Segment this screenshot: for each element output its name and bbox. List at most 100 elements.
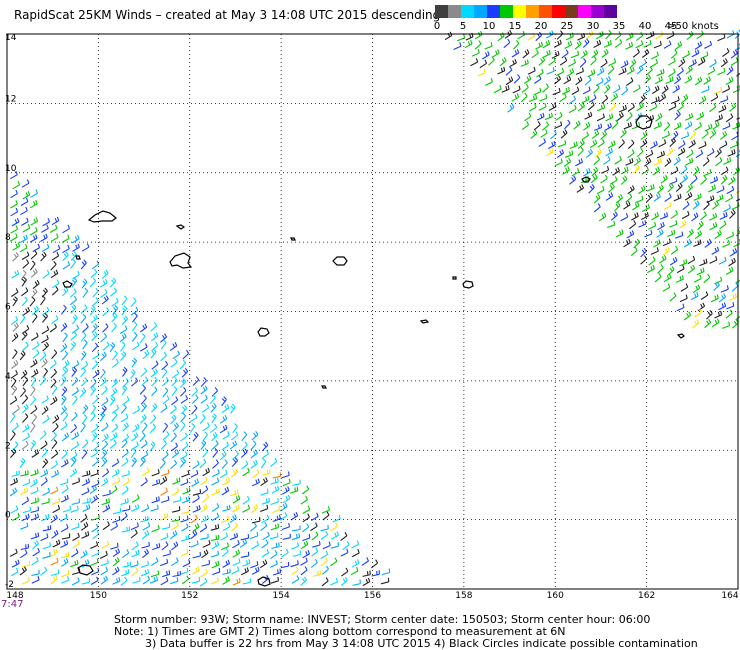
wind-barb bbox=[90, 404, 97, 415]
wind-barb bbox=[200, 515, 209, 523]
wind-barb bbox=[669, 177, 678, 185]
wind-barb bbox=[272, 514, 281, 523]
wind-barb bbox=[170, 414, 177, 425]
wind-barb bbox=[682, 50, 690, 59]
wind-barb bbox=[140, 450, 149, 460]
wind-barb bbox=[341, 567, 349, 577]
wind-barb bbox=[320, 557, 328, 566]
wind-barb bbox=[292, 479, 301, 486]
wind-barb bbox=[100, 288, 108, 298]
wind-barb bbox=[142, 549, 150, 559]
wind-barb bbox=[596, 67, 605, 76]
wind-barb bbox=[11, 269, 20, 279]
wind-barb bbox=[259, 559, 268, 569]
latitude-label: 2 bbox=[5, 441, 11, 451]
wind-barb bbox=[696, 267, 705, 276]
wind-barb bbox=[60, 540, 69, 548]
wind-barb bbox=[692, 284, 701, 294]
wind-barb bbox=[30, 486, 39, 495]
wind-barb bbox=[623, 238, 631, 248]
wind-barb bbox=[151, 479, 161, 487]
wind-barb bbox=[159, 476, 168, 485]
wind-barb bbox=[709, 212, 718, 221]
wind-barb bbox=[140, 568, 150, 577]
wind-barb bbox=[111, 404, 120, 414]
wind-barb bbox=[191, 478, 200, 487]
wind-barb bbox=[653, 121, 662, 130]
wind-barb bbox=[40, 477, 48, 487]
wind-barb bbox=[92, 369, 100, 379]
wind-barb bbox=[211, 488, 220, 496]
wind-barb bbox=[170, 432, 177, 443]
wind-barb bbox=[593, 84, 600, 94]
wind-barb bbox=[630, 246, 638, 257]
wind-barb bbox=[322, 541, 331, 550]
wind-barb bbox=[101, 433, 109, 443]
wind-barb bbox=[101, 397, 109, 407]
wind-barb bbox=[474, 30, 483, 40]
wind-barb bbox=[685, 65, 693, 75]
wind-barb bbox=[70, 304, 77, 314]
wind-barb bbox=[470, 58, 479, 67]
wind-barb bbox=[566, 68, 575, 77]
wind-barb bbox=[492, 49, 500, 58]
wind-barb bbox=[90, 385, 97, 396]
wind-barb bbox=[80, 259, 87, 270]
wind-barb bbox=[675, 275, 684, 283]
wind-barb bbox=[61, 367, 69, 377]
wind-barb bbox=[729, 209, 736, 219]
wind-barb bbox=[652, 166, 660, 176]
wind-barb bbox=[260, 477, 268, 487]
wind-barb bbox=[69, 451, 78, 461]
wind-barb bbox=[261, 449, 269, 459]
wind-barb bbox=[131, 567, 139, 577]
wind-barb bbox=[667, 183, 674, 193]
wind-barb bbox=[200, 394, 208, 404]
wind-barb bbox=[131, 541, 139, 551]
wind-barb bbox=[70, 258, 76, 269]
wind-barb bbox=[30, 497, 39, 505]
wind-barb bbox=[527, 32, 536, 41]
wind-barb bbox=[21, 424, 30, 433]
wind-barb bbox=[80, 367, 87, 378]
wind-barb bbox=[564, 40, 573, 49]
wind-barb bbox=[19, 243, 28, 253]
wind-barb bbox=[50, 557, 59, 566]
wind-barb bbox=[657, 221, 665, 231]
wind-barb bbox=[699, 211, 707, 221]
island-outline bbox=[175, 224, 186, 230]
wind-barb bbox=[60, 494, 69, 503]
wind-barb bbox=[41, 395, 49, 404]
wind-barb bbox=[61, 286, 69, 297]
wind-barb bbox=[102, 490, 111, 497]
wind-barb bbox=[140, 343, 148, 352]
wind-barb bbox=[209, 394, 216, 405]
wind-barb bbox=[221, 396, 227, 407]
wind-barb bbox=[22, 376, 29, 387]
wind-barb bbox=[523, 75, 532, 84]
wind-barb bbox=[242, 559, 251, 567]
wind-barb bbox=[121, 438, 128, 449]
wind-barb bbox=[576, 184, 584, 193]
wind-barb bbox=[69, 288, 77, 298]
wind-barb bbox=[131, 432, 139, 442]
wind-barb bbox=[60, 343, 68, 353]
wind-barb bbox=[664, 157, 672, 167]
wind-barb bbox=[150, 570, 160, 578]
wind-barb bbox=[199, 577, 208, 587]
wind-barb bbox=[29, 234, 38, 243]
wind-barb bbox=[200, 439, 207, 450]
wind-barb bbox=[21, 394, 29, 405]
wind-barb bbox=[62, 234, 70, 243]
wind-barb bbox=[351, 549, 360, 558]
wind-barb bbox=[595, 31, 604, 40]
wind-barb bbox=[112, 557, 120, 567]
wind-barb bbox=[714, 310, 723, 319]
wind-barb bbox=[51, 349, 58, 360]
wind-barb bbox=[714, 114, 723, 122]
wind-barb bbox=[616, 112, 624, 122]
wind-barb bbox=[51, 439, 58, 450]
wind-barb bbox=[536, 112, 545, 121]
wind-barb bbox=[201, 403, 210, 413]
wind-barb bbox=[643, 39, 652, 48]
